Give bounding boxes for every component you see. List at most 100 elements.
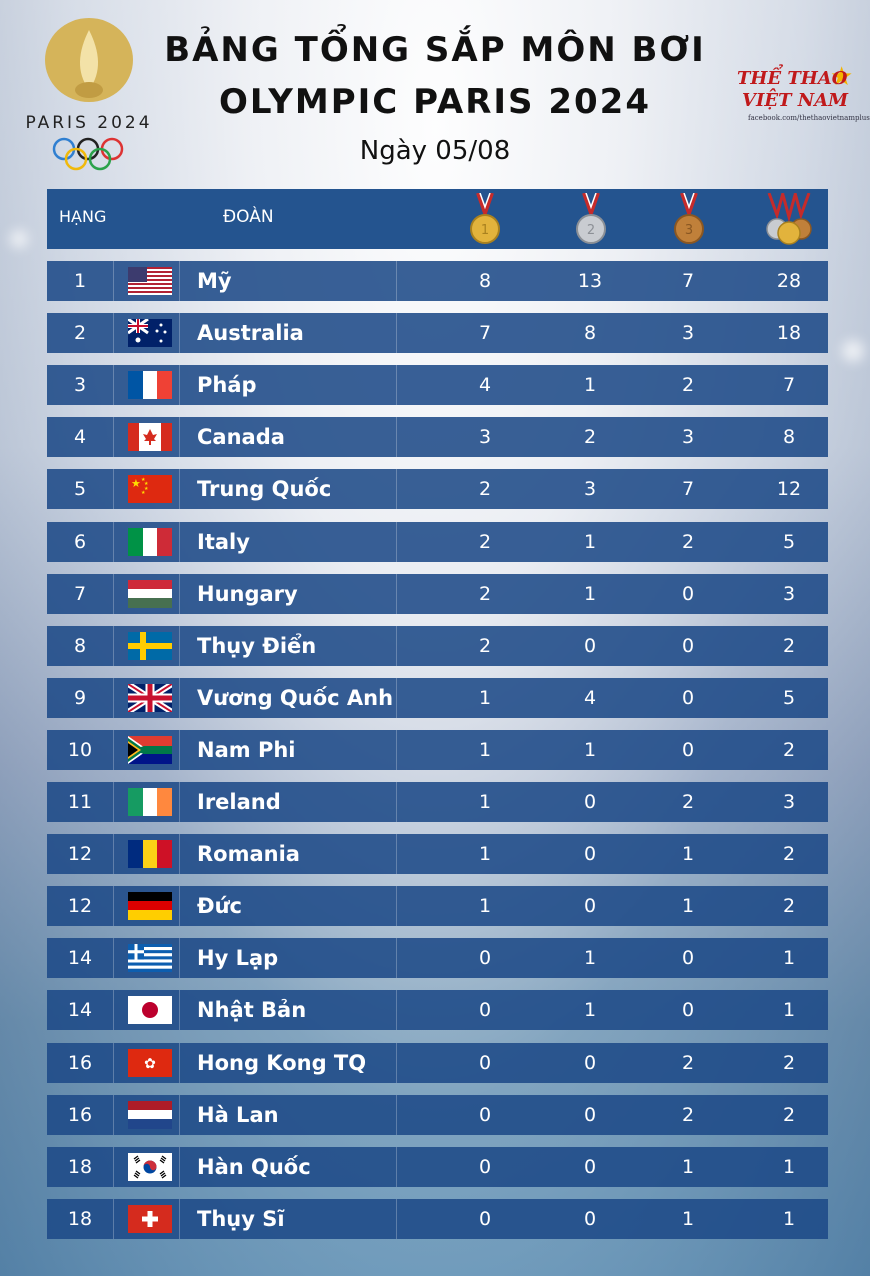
total-count: 3 [782, 583, 796, 605]
total-count: 8 [782, 426, 796, 448]
bronze-count: 1 [681, 1208, 695, 1230]
south-korea-flag-icon [128, 1153, 172, 1181]
column-divider [396, 782, 397, 822]
rank-cell: 10 [67, 739, 93, 761]
total-count: 2 [782, 1052, 796, 1074]
bronze-count: 1 [681, 843, 695, 865]
rank-cell: 8 [73, 635, 87, 657]
column-divider [179, 574, 180, 614]
table-row: 14 Hy Lạp 0 1 0 1 [47, 938, 828, 978]
column-divider [396, 313, 397, 353]
rank-cell: 2 [73, 322, 87, 344]
italy-flag-icon [128, 528, 172, 556]
silver-count: 1 [583, 583, 597, 605]
total-count: 2 [782, 1104, 796, 1126]
column-divider [113, 1199, 114, 1239]
gold-count: 2 [478, 635, 492, 657]
table-row: 8 Thụy Điển 2 0 0 2 [47, 626, 828, 666]
column-divider [113, 678, 114, 718]
column-divider [179, 678, 180, 718]
team-name: Australia [197, 321, 304, 345]
table-row: 6 Italy 2 1 2 5 [47, 522, 828, 562]
gold-count: 4 [478, 374, 492, 396]
usa-flag-icon [128, 267, 172, 295]
column-divider [179, 730, 180, 770]
table-row: 3 Pháp 4 1 2 7 [47, 365, 828, 405]
silver-count: 0 [583, 1156, 597, 1178]
bronze-count: 2 [681, 1104, 695, 1126]
gold-count: 0 [478, 1104, 492, 1126]
paris-2024-logo-icon: PARIS 2024 [25, 18, 150, 171]
table-row: 9 Vương Quốc Anh 1 4 0 5 [47, 678, 828, 718]
table-row: 10 Nam Phi 1 1 0 2 [47, 730, 828, 770]
gold-count: 2 [478, 531, 492, 553]
silver-count: 1 [583, 947, 597, 969]
column-divider [396, 834, 397, 874]
total-count: 12 [776, 478, 802, 500]
team-name: Thụy Sĩ [197, 1207, 285, 1231]
rank-cell: 1 [73, 270, 87, 292]
netherlands-flag-icon [128, 1101, 172, 1129]
total-medals-icon [766, 193, 812, 245]
total-count: 18 [776, 322, 802, 344]
team-name: Thụy Điển [197, 634, 317, 658]
gold-count: 0 [478, 999, 492, 1021]
column-divider [396, 1043, 397, 1083]
column-divider [396, 1199, 397, 1239]
china-flag-icon: ★ ★ ★ ★ ★ [128, 475, 172, 503]
bronze-count: 0 [681, 635, 695, 657]
bronze-count: 1 [681, 895, 695, 917]
rank-cell: 9 [73, 687, 87, 709]
gold-count: 7 [478, 322, 492, 344]
sweden-flag-icon [128, 632, 172, 660]
column-divider [396, 365, 397, 405]
bronze-count: 0 [681, 739, 695, 761]
gold-count: 1 [478, 791, 492, 813]
column-divider [179, 365, 180, 405]
table-row: 2 Australia 7 8 3 18 [47, 313, 828, 353]
bronze-medal-icon: 3 [674, 193, 704, 244]
total-count: 7 [782, 374, 796, 396]
bronze-count: 7 [681, 270, 695, 292]
col-rank-header: HẠNG [59, 207, 107, 226]
total-count: 2 [782, 739, 796, 761]
svg-text:2: 2 [587, 223, 595, 238]
team-name: Ireland [197, 790, 281, 814]
bronze-count: 0 [681, 999, 695, 1021]
table-row: 16 ✿ Hong Kong TQ 0 0 2 2 [47, 1043, 828, 1083]
stadium-light [842, 340, 864, 362]
team-name: Đức [197, 894, 242, 918]
rank-cell: 16 [67, 1104, 93, 1126]
rank-cell: 12 [67, 843, 93, 865]
column-divider [179, 313, 180, 353]
column-divider [113, 1095, 114, 1135]
bronze-count: 3 [681, 322, 695, 344]
table-row: 7 Hungary 2 1 0 3 [47, 574, 828, 614]
rank-cell: 3 [73, 374, 87, 396]
column-divider [396, 938, 397, 978]
column-divider [113, 1043, 114, 1083]
column-divider [179, 1199, 180, 1239]
total-count: 1 [782, 999, 796, 1021]
gold-count: 0 [478, 947, 492, 969]
column-divider [396, 469, 397, 509]
team-name: Hungary [197, 582, 298, 606]
team-name: Romania [197, 842, 300, 866]
silver-count: 1 [583, 531, 597, 553]
page-title-line1: BẢNG TỔNG SẮP MÔN BƠI [164, 30, 706, 70]
column-divider [179, 1147, 180, 1187]
total-count: 1 [782, 1156, 796, 1178]
table-row: 12 Romania 1 0 1 2 [47, 834, 828, 874]
gold-count: 1 [478, 843, 492, 865]
column-divider [113, 469, 114, 509]
column-divider [179, 1043, 180, 1083]
brand-logo: ★ THỂ THAO VIỆT NAM facebook.com/thethao… [732, 62, 870, 132]
column-divider [179, 782, 180, 822]
total-count: 2 [782, 635, 796, 657]
team-name: Italy [197, 530, 250, 554]
column-divider [179, 626, 180, 666]
column-divider [179, 417, 180, 457]
brand-line1: THỂ THAO [737, 68, 848, 89]
total-count: 28 [776, 270, 802, 292]
gold-count: 0 [478, 1156, 492, 1178]
